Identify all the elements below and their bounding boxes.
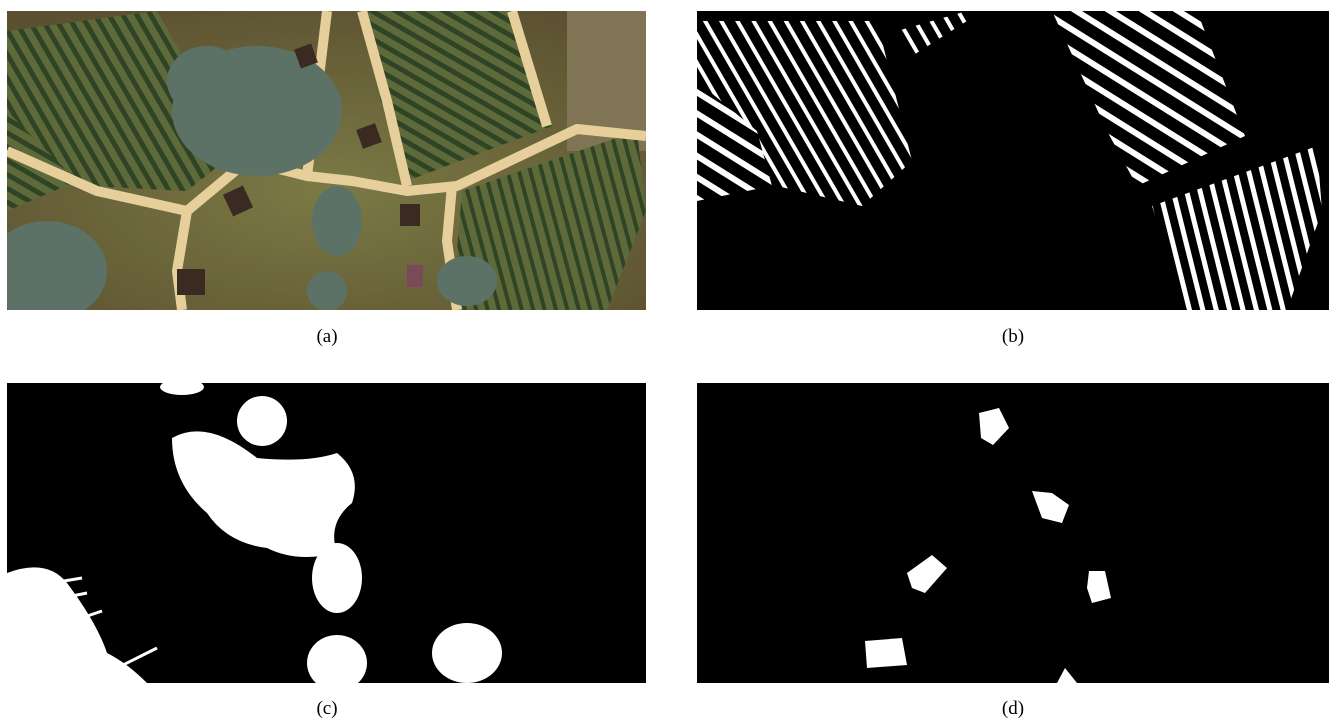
figure: (a) (b) (c): [0, 0, 1329, 722]
caption: (d): [963, 698, 1063, 720]
panel-a: [7, 11, 646, 310]
panel-d: [697, 383, 1329, 683]
panel-b: [697, 11, 1329, 310]
mask-image: [697, 383, 1329, 683]
panel-c: [7, 383, 646, 683]
caption: (a): [277, 326, 377, 348]
caption: (b): [963, 326, 1063, 348]
aerial-image: [7, 11, 646, 310]
mask-image: [7, 383, 646, 683]
caption: (c): [277, 698, 377, 720]
page: Figure panels {"figure": {"panels": [{"c…: [0, 0, 1329, 722]
mask-image: [697, 11, 1329, 310]
